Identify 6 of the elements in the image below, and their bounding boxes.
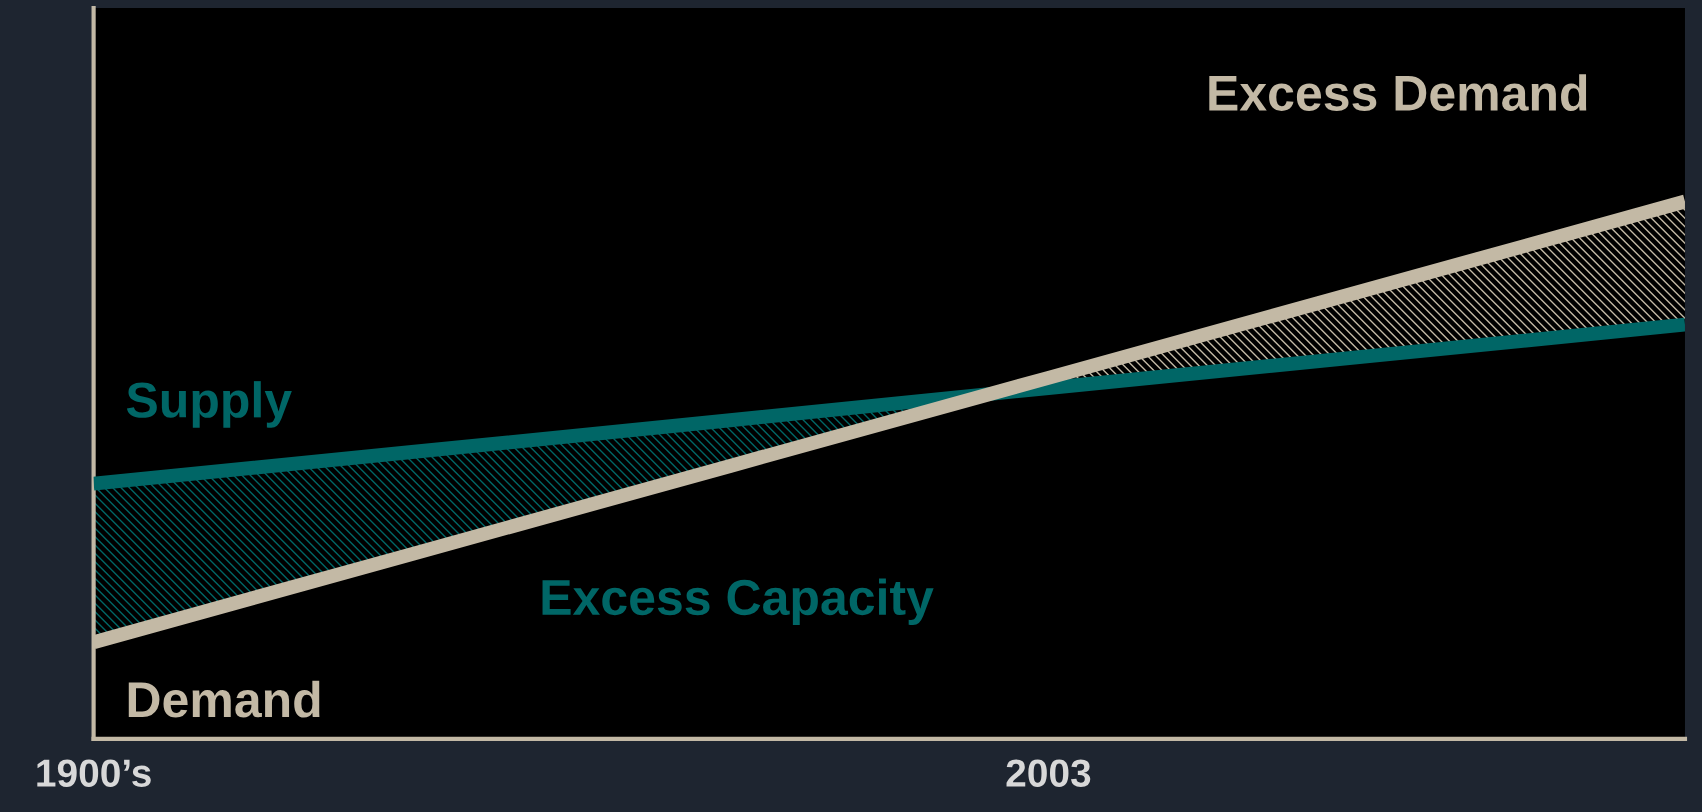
x-tick-label: 1900’s [37, 759, 151, 787]
x-tick-label: 2003 [1006, 759, 1091, 787]
annotation: Excess Capacity [542, 578, 934, 626]
series-label: Supply [126, 381, 292, 428]
series-label: Demand [128, 680, 320, 718]
text: Excess Demand [1209, 74, 1587, 111]
